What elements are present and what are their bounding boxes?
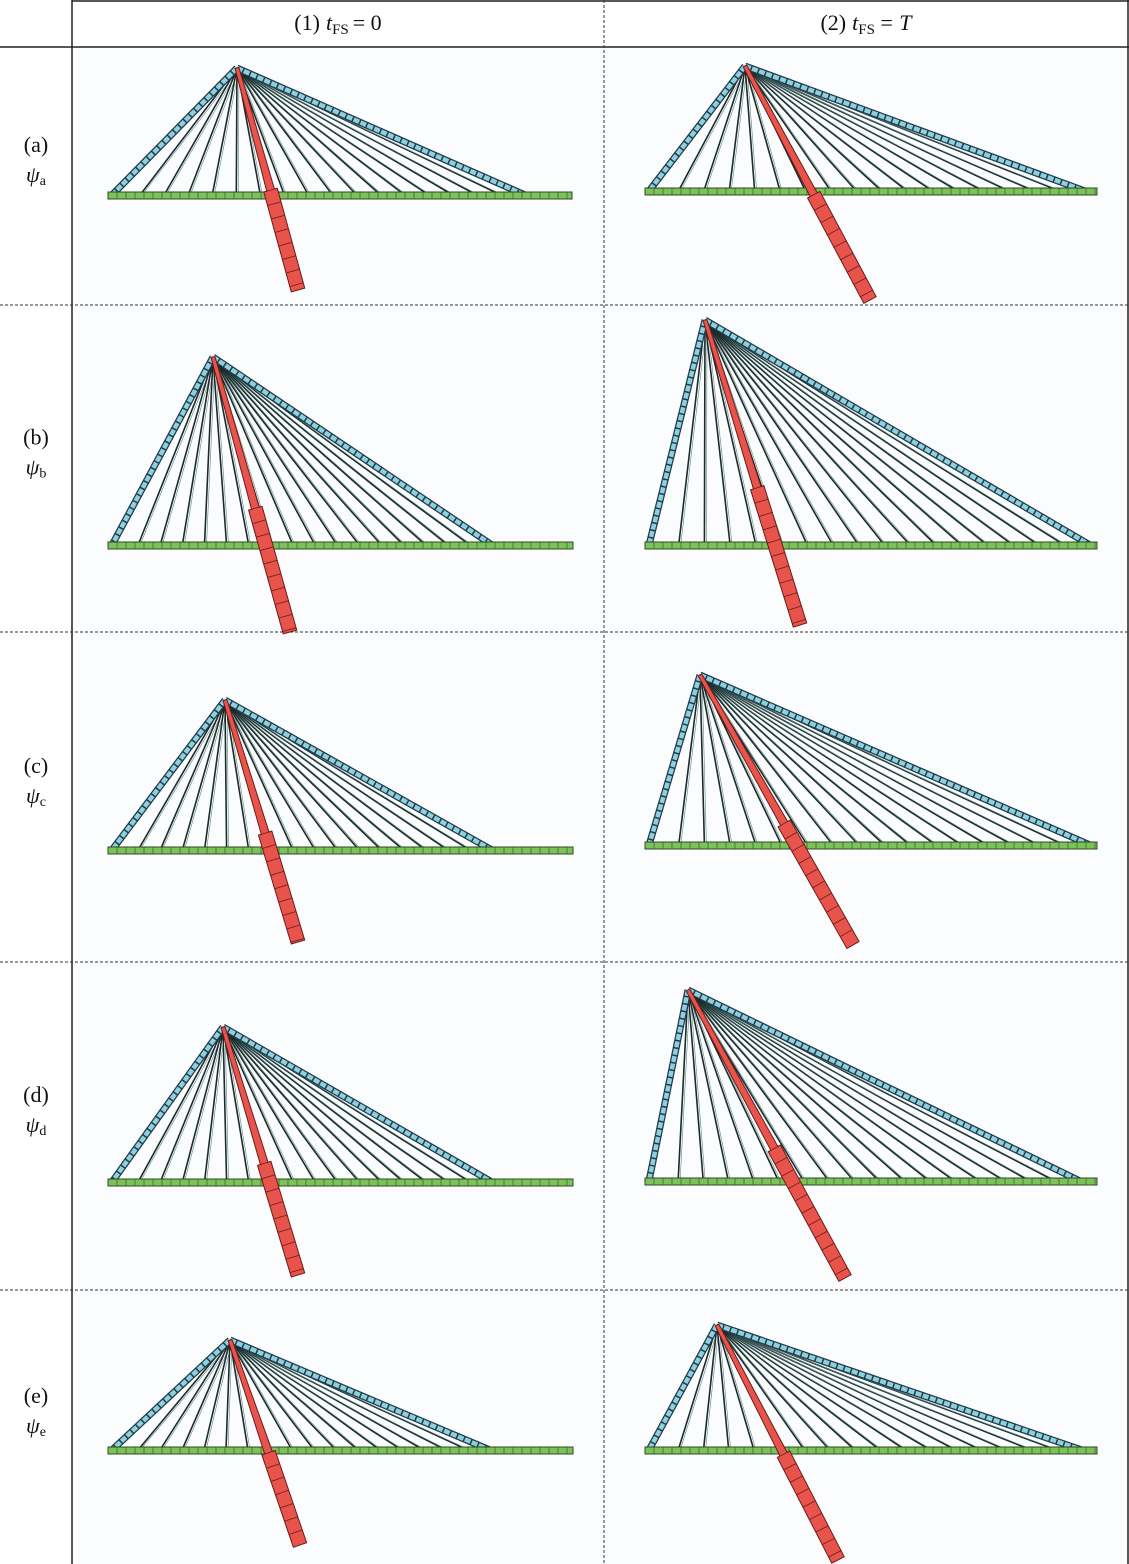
text-part: d <box>39 1124 46 1139</box>
text-part: FS <box>332 22 349 38</box>
row-symbol: ψd <box>26 1112 47 1139</box>
text-part: (2) <box>820 10 846 35</box>
text-part: FS <box>858 22 875 38</box>
deck <box>645 542 1097 549</box>
deck <box>108 192 572 199</box>
row-label: (d) <box>23 1082 49 1107</box>
row-label: (a) <box>24 132 48 157</box>
text-part: ψ <box>26 455 40 480</box>
row-symbol: ψe <box>26 1413 46 1440</box>
text-part: = T <box>879 10 913 35</box>
deck <box>645 188 1097 195</box>
cable <box>704 320 705 545</box>
deck <box>108 1179 573 1186</box>
deck <box>108 847 573 854</box>
text-part: = 0 <box>353 10 382 35</box>
text-part: ψ <box>26 162 40 187</box>
text-part: ψ <box>26 1413 40 1438</box>
deck <box>108 1447 573 1454</box>
cable <box>236 68 237 195</box>
text-part: ψ <box>26 1112 40 1137</box>
row-label: (e) <box>24 1383 48 1408</box>
row-label: (b) <box>23 425 49 450</box>
text-part: ψ <box>26 783 40 808</box>
deck <box>108 542 573 549</box>
figure-page: (1)tFS= 0(2)tFS= T(a)ψa(b)ψb(c)ψc(d)ψd(e… <box>0 0 1129 1564</box>
deck <box>645 842 1097 849</box>
row-symbol: ψb <box>26 455 47 482</box>
deck <box>645 1447 1097 1454</box>
row-symbol: ψa <box>26 162 47 189</box>
text-part: c <box>40 795 46 810</box>
text-part: (1) <box>294 10 320 35</box>
column-header: (1)tFS= 0 <box>294 10 381 38</box>
text-part: b <box>39 467 46 482</box>
column-header: (2)tFS= T <box>820 10 913 38</box>
figure-table: (1)tFS= 0(2)tFS= T(a)ψa(b)ψb(c)ψc(d)ψd(e… <box>0 0 1129 1564</box>
cell-background <box>72 48 1129 1564</box>
deck <box>645 1178 1097 1185</box>
row-label: (c) <box>24 753 48 778</box>
row-symbol: ψc <box>26 783 46 810</box>
text-part: a <box>40 174 47 189</box>
text-part: e <box>40 1425 46 1440</box>
